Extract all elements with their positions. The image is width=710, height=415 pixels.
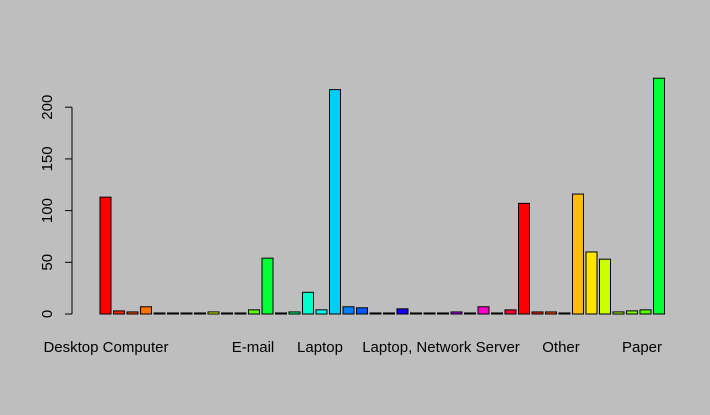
bar (302, 291, 314, 315)
bar (599, 258, 611, 315)
category-label: Paper (622, 339, 662, 356)
bars (99, 77, 665, 315)
bar (180, 312, 193, 315)
y-tick-label: 100 (39, 198, 56, 223)
bar (639, 309, 652, 315)
bar (369, 312, 382, 315)
category-label: Other (542, 339, 580, 356)
bar (585, 251, 598, 315)
y-tick-label: 150 (39, 146, 56, 171)
bar (288, 311, 301, 315)
bar (477, 306, 490, 315)
bar (248, 309, 260, 315)
bar (612, 311, 625, 315)
bar (342, 306, 355, 315)
bar (531, 311, 544, 315)
y-tick-label: 0 (39, 310, 56, 318)
bar (410, 312, 422, 315)
bar (572, 193, 584, 315)
bar (464, 312, 476, 315)
bar (504, 309, 517, 315)
category-label: Laptop, Network Server (362, 339, 520, 356)
category-label: E-mail (232, 339, 275, 356)
bar (545, 311, 557, 315)
bar (194, 312, 206, 315)
bar (315, 309, 328, 315)
bar (140, 306, 152, 315)
bar (450, 311, 463, 315)
bar (221, 312, 233, 315)
bar (153, 312, 166, 315)
bar (626, 310, 638, 315)
bar (423, 312, 436, 315)
bar (329, 89, 341, 315)
bar (396, 308, 409, 315)
category-label: Desktop Computer (43, 339, 168, 356)
bar (383, 312, 395, 315)
bar (126, 311, 139, 315)
bar (653, 77, 665, 315)
bar (491, 312, 503, 315)
bar (437, 312, 449, 315)
bar (518, 202, 530, 315)
y-axis: 0 50 100 150 200 (39, 95, 73, 318)
bar (356, 307, 368, 315)
bar (275, 312, 287, 315)
y-tick-label: 200 (39, 95, 56, 120)
bar (167, 312, 179, 315)
bar (234, 312, 247, 315)
category-labels: Desktop Computer E-mail Laptop Laptop, Netw… (43, 339, 662, 356)
category-label: Laptop (297, 339, 343, 356)
bar (113, 310, 125, 315)
bar (261, 257, 274, 315)
bar (207, 311, 220, 315)
y-tick-label: 50 (39, 254, 56, 271)
bar (99, 196, 112, 315)
bar (558, 312, 571, 315)
